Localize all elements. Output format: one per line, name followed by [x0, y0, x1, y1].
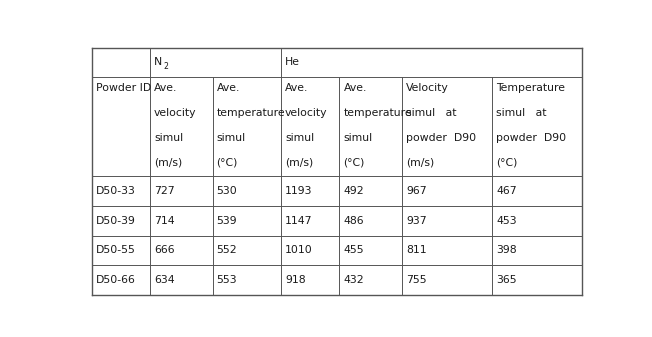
- Text: D50-39: D50-39: [96, 216, 136, 226]
- Text: 486: 486: [344, 216, 364, 226]
- Text: simul: simul: [216, 133, 246, 143]
- Text: simul: simul: [154, 133, 183, 143]
- Text: velocity: velocity: [154, 108, 197, 118]
- Text: N: N: [154, 57, 162, 67]
- Text: 2: 2: [164, 62, 169, 70]
- Text: 398: 398: [496, 245, 517, 255]
- Text: D50-55: D50-55: [96, 245, 136, 255]
- Text: 755: 755: [406, 275, 427, 285]
- Text: 453: 453: [496, 216, 517, 226]
- Text: 467: 467: [496, 186, 517, 196]
- Text: 552: 552: [216, 245, 237, 255]
- Text: (°C): (°C): [344, 158, 365, 168]
- Text: 634: 634: [154, 275, 175, 285]
- Text: Powder ID: Powder ID: [96, 83, 151, 93]
- Text: 714: 714: [154, 216, 175, 226]
- Text: powder  D90: powder D90: [406, 133, 477, 143]
- Text: (m/s): (m/s): [154, 158, 183, 168]
- Text: (m/s): (m/s): [285, 158, 313, 168]
- Text: 967: 967: [406, 186, 427, 196]
- Text: 1010: 1010: [285, 245, 313, 255]
- Text: Ave.: Ave.: [344, 83, 367, 93]
- Text: (°C): (°C): [496, 158, 518, 168]
- Text: 1147: 1147: [285, 216, 312, 226]
- Text: 666: 666: [154, 245, 175, 255]
- Text: He: He: [285, 57, 300, 67]
- Text: 539: 539: [216, 216, 237, 226]
- Text: Ave.: Ave.: [216, 83, 240, 93]
- Text: 811: 811: [406, 245, 427, 255]
- Text: velocity: velocity: [285, 108, 327, 118]
- Text: 365: 365: [496, 275, 517, 285]
- Text: simul: simul: [285, 133, 314, 143]
- Text: powder  D90: powder D90: [496, 133, 566, 143]
- Text: Ave.: Ave.: [285, 83, 308, 93]
- Text: simul   at: simul at: [406, 108, 457, 118]
- Text: 918: 918: [285, 275, 306, 285]
- Text: 432: 432: [344, 275, 364, 285]
- Text: 492: 492: [344, 186, 364, 196]
- Text: D50-66: D50-66: [96, 275, 136, 285]
- Text: 530: 530: [216, 186, 237, 196]
- Text: Ave.: Ave.: [154, 83, 177, 93]
- Text: simul   at: simul at: [496, 108, 546, 118]
- Text: (m/s): (m/s): [406, 158, 435, 168]
- Text: Velocity: Velocity: [406, 83, 449, 93]
- Text: (°C): (°C): [216, 158, 238, 168]
- Text: 553: 553: [216, 275, 237, 285]
- Text: 937: 937: [406, 216, 427, 226]
- Text: 1193: 1193: [285, 186, 312, 196]
- Text: temperature: temperature: [216, 108, 285, 118]
- Text: temperature: temperature: [344, 108, 412, 118]
- Text: D50-33: D50-33: [96, 186, 136, 196]
- Text: 727: 727: [154, 186, 175, 196]
- Text: simul: simul: [344, 133, 372, 143]
- Text: 455: 455: [344, 245, 364, 255]
- Text: Temperature: Temperature: [496, 83, 565, 93]
